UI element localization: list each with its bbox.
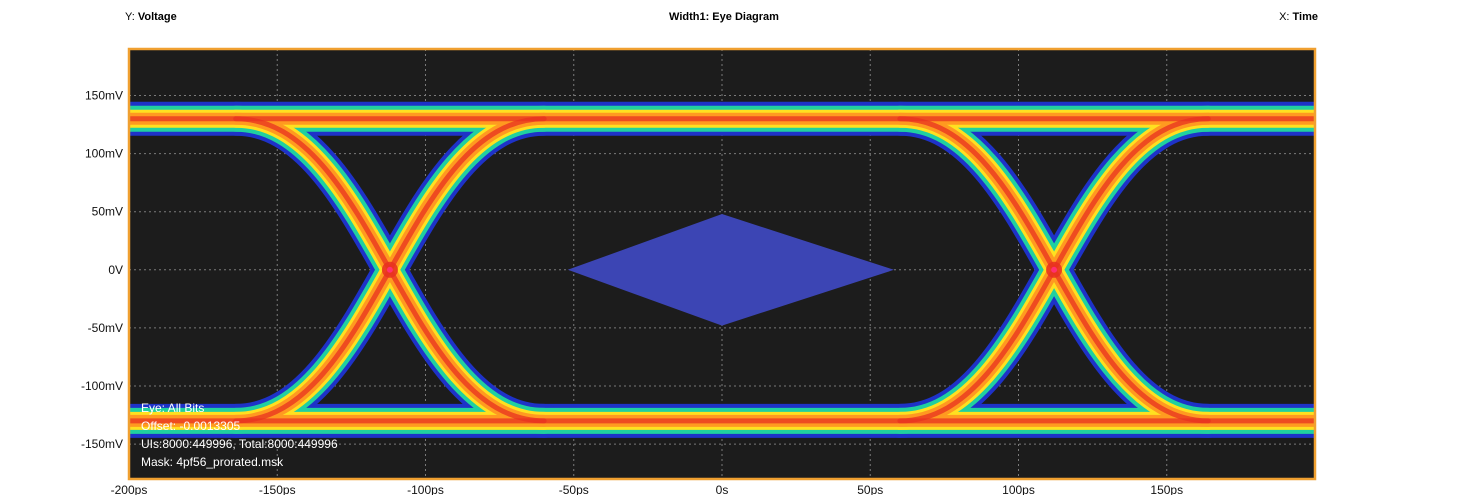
y-tick-label: -50mV	[88, 321, 123, 335]
x-tick-label: -200ps	[111, 483, 148, 495]
info-offset: Offset: -0.0013305	[141, 419, 241, 433]
x-tick-label: -50ps	[559, 483, 589, 495]
crossing-core-0	[386, 266, 393, 273]
y-axis-name: Voltage	[137, 11, 177, 23]
x-tick-label: 50ps	[857, 483, 883, 495]
x-tick-label: -100ps	[407, 483, 444, 495]
x-axis-name: Time	[1292, 11, 1318, 23]
eye-mask	[567, 214, 894, 326]
x-axis-prefix: X:	[1279, 11, 1293, 23]
y-axis-header: Y: Voltage	[125, 11, 177, 23]
x-axis-header: X: Time	[1279, 11, 1318, 23]
y-tick-label: 150mV	[85, 88, 123, 102]
x-tick-label: 100ps	[1002, 483, 1035, 495]
x-tick-label: 0s	[716, 483, 729, 495]
info-eye: Eye: All Bits	[141, 401, 204, 415]
y-tick-labels: 150mV 100mV 50mV 0V -50mV -100mV -150mV	[81, 88, 123, 451]
y-tick-label: -150mV	[81, 437, 123, 451]
crossing-core-1	[1051, 266, 1058, 273]
y-tick-label: 50mV	[92, 205, 123, 219]
plot-frame	[127, 47, 1317, 481]
chart-title: Width1: Eye Diagram	[0, 11, 1448, 23]
y-tick-label: 0V	[108, 263, 123, 277]
crossing-hotspots	[381, 261, 1063, 278]
y-axis-prefix: Y:	[125, 11, 138, 23]
info-mask: Mask: 4pf56_prorated.msk	[141, 455, 284, 469]
x-tick-labels: -200ps -150ps -100ps -50ps 0s 50ps 100ps 150ps	[111, 483, 1183, 495]
y-tick-label: 100mV	[85, 147, 123, 161]
info-uis: UIs:8000:449996, Total:8000:449996	[141, 437, 338, 451]
x-tick-label: 150ps	[1150, 483, 1183, 495]
x-tick-label: -150ps	[259, 483, 296, 495]
info-box: Eye: All Bits Offset: -0.0013305 UIs:800…	[141, 401, 338, 469]
chart-title-text: Width1: Eye Diagram	[669, 11, 779, 23]
y-tick-label: -100mV	[81, 379, 123, 393]
